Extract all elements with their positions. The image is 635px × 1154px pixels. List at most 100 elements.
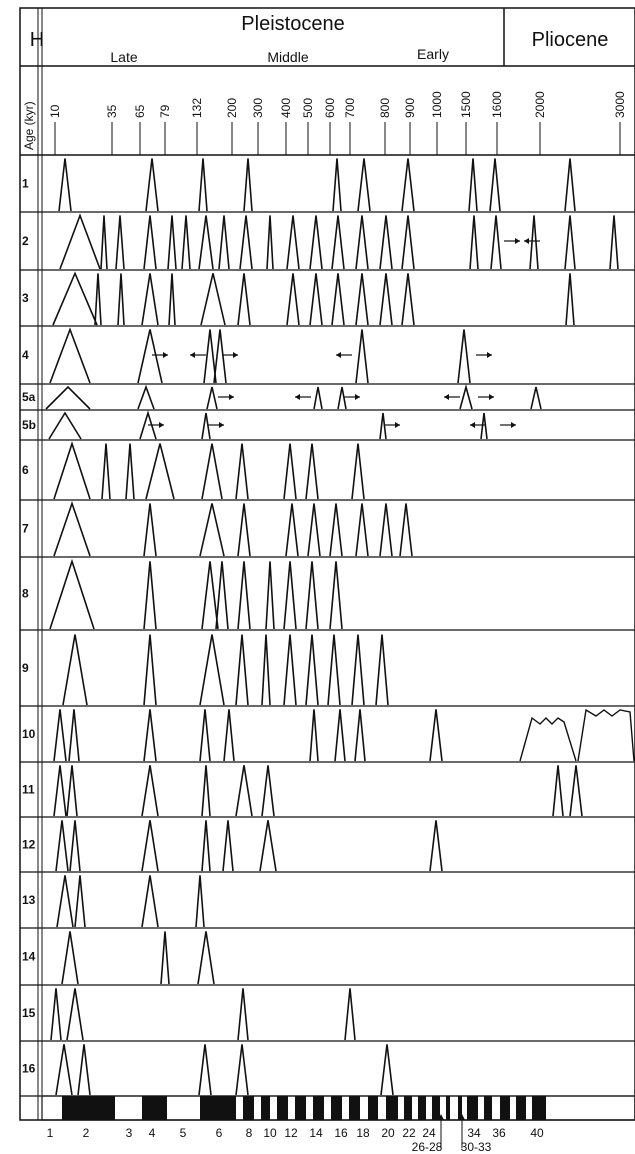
record-peak — [53, 709, 67, 762]
middle-label: Middle — [267, 49, 308, 65]
record-peak — [344, 988, 356, 1041]
record-peak — [59, 213, 101, 270]
record-label-10: 10 — [22, 727, 36, 741]
record-peak — [237, 503, 251, 557]
range-arrow-head — [229, 394, 234, 400]
record-peak — [222, 820, 234, 872]
record-peak — [237, 561, 251, 630]
record-peak — [52, 271, 98, 326]
age-tick-700: 700 — [343, 98, 357, 118]
record-peak — [357, 158, 371, 212]
range-arrow-head — [219, 422, 224, 428]
record-peak — [351, 443, 365, 500]
isotope-stage-3: 3 — [126, 1126, 133, 1140]
stage-bar-black — [467, 1096, 478, 1120]
isotope-stage-16: 16 — [334, 1126, 348, 1140]
age-tick-65: 65 — [133, 104, 147, 118]
range-arrow-head — [336, 352, 341, 358]
record-peak — [329, 503, 343, 557]
record-peak — [235, 765, 253, 817]
record-peak — [429, 709, 443, 762]
record-peak — [200, 273, 226, 326]
record-peak — [141, 875, 159, 928]
record-peak — [141, 820, 159, 872]
record-peak — [239, 215, 253, 270]
isotope-stage-24: 24 — [422, 1126, 436, 1140]
stage-bar-black — [432, 1096, 440, 1120]
record-peak — [55, 820, 69, 872]
age-tick-labels: 10 35 65 79 132 200 300 400 500 600 700 800 900 1000 1… — [48, 91, 627, 155]
record-peak — [58, 158, 72, 212]
record-peak — [309, 709, 319, 762]
record-peak — [331, 215, 345, 270]
stage-pointer-head — [438, 1114, 444, 1120]
record-peak — [351, 634, 365, 706]
record-label-5b: 5b — [22, 418, 36, 432]
record-peak — [355, 329, 369, 384]
record-peak — [53, 500, 91, 557]
isotope-stage-14: 14 — [309, 1126, 323, 1140]
stage-bar-black — [62, 1096, 115, 1120]
record-label-13: 13 — [22, 893, 36, 907]
record-peak — [286, 273, 300, 326]
stage-bar-black — [516, 1096, 526, 1120]
record-peak — [609, 215, 619, 270]
record-peak — [168, 273, 176, 326]
record-peak — [480, 412, 488, 440]
record-peak — [66, 988, 84, 1041]
record-peak — [309, 215, 323, 270]
stage-bar-black — [331, 1096, 342, 1120]
record-peak — [49, 558, 95, 630]
record-peak — [307, 503, 321, 557]
record-peak — [74, 875, 86, 928]
record-peak — [50, 988, 62, 1041]
age-tick-400: 400 — [279, 98, 293, 118]
pliocene-label: Pliocene — [532, 29, 609, 51]
range-arrow-head — [511, 422, 516, 428]
record-peak — [143, 709, 157, 762]
isotope-stage-30-33: 30-33 — [461, 1140, 492, 1154]
age-tick-132: 132 — [190, 98, 204, 118]
record-peak — [283, 561, 297, 630]
record-peak — [218, 215, 230, 270]
record-peak — [283, 443, 297, 500]
range-arrow-head — [395, 422, 400, 428]
stage-bar-black — [418, 1096, 426, 1120]
record-peak — [305, 443, 319, 500]
record-label-2: 2 — [22, 234, 29, 248]
record-peak — [201, 412, 211, 440]
record-peak — [206, 386, 218, 410]
record-peak — [48, 411, 82, 440]
record-peak — [201, 561, 219, 630]
record-peak — [199, 503, 225, 557]
record-peak — [332, 158, 342, 212]
record-peak — [53, 441, 91, 500]
range-arrow-head — [190, 352, 195, 358]
record-peak — [401, 215, 415, 270]
record-peak — [56, 875, 74, 928]
record-peak — [565, 273, 575, 326]
range-arrow-head — [233, 352, 238, 358]
record-peak — [61, 931, 79, 985]
record-label-15: 15 — [22, 1006, 36, 1020]
age-tick-3000: 3000 — [613, 91, 627, 118]
record-peak — [429, 820, 443, 872]
record-peak — [141, 765, 159, 817]
record-peak — [379, 273, 393, 326]
range-arrow-head — [444, 394, 449, 400]
record-peak — [401, 158, 415, 212]
record-peak — [235, 443, 249, 500]
age-tick-300: 300 — [251, 98, 265, 118]
isotope-stage-40: 40 — [530, 1126, 544, 1140]
early-label: Early — [417, 46, 449, 62]
record-peak — [115, 215, 125, 270]
stage-bar-black — [313, 1096, 324, 1120]
range-arrow-head — [163, 352, 168, 358]
isotope-stage-8: 8 — [246, 1126, 253, 1140]
record-peak — [235, 1044, 249, 1096]
record-peak — [309, 273, 323, 326]
range-arrows — [148, 238, 540, 428]
